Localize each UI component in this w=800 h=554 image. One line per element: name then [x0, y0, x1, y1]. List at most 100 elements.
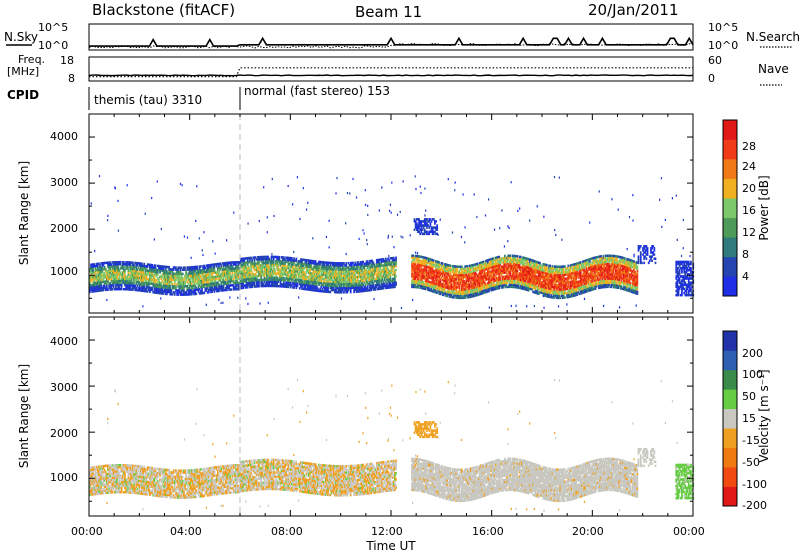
power-cell	[490, 289, 493, 292]
power-cell	[197, 273, 200, 277]
power-cell	[544, 271, 547, 275]
power-cell	[390, 265, 393, 268]
power-cell	[350, 265, 353, 269]
power-cell	[346, 278, 349, 282]
power-cell	[206, 268, 209, 271]
power-cell	[484, 264, 487, 267]
power-cell	[92, 283, 95, 287]
power-cell	[214, 263, 217, 266]
power-cell	[126, 283, 129, 287]
power-cell	[473, 271, 476, 275]
power-cell	[341, 264, 344, 267]
power-cell	[551, 277, 554, 280]
power-cell	[210, 263, 212, 267]
power-cell	[253, 277, 256, 280]
power-cell	[470, 272, 472, 276]
power-cell	[442, 277, 445, 280]
power-cell	[304, 279, 307, 283]
power-cell	[236, 281, 238, 285]
power-cell	[309, 282, 311, 285]
power-cell	[438, 277, 441, 281]
power-cell	[524, 288, 527, 291]
power-cell	[203, 285, 206, 288]
power-cell	[333, 272, 336, 275]
power-cell	[429, 262, 431, 265]
power-cell	[365, 272, 368, 276]
power-cell	[307, 275, 310, 279]
power-cell	[497, 255, 499, 259]
power-cell	[224, 274, 227, 277]
power-cell	[421, 282, 424, 286]
power-cell	[434, 278, 437, 282]
power-cell	[548, 272, 550, 276]
power-cell	[152, 284, 155, 288]
power-cell	[155, 268, 158, 272]
power-cell	[391, 277, 394, 281]
power-cell	[414, 277, 417, 280]
power-cell	[295, 263, 298, 267]
power-cell	[193, 267, 195, 271]
power-cell	[139, 262, 142, 265]
power-cell	[389, 286, 392, 289]
power-cell	[331, 284, 334, 288]
power-cell	[227, 271, 229, 275]
power-cell	[254, 268, 257, 272]
power-cell	[417, 269, 420, 273]
power-cell	[249, 256, 251, 260]
power-cell	[364, 274, 367, 278]
power-cell	[297, 278, 300, 282]
power-cell	[237, 285, 240, 289]
power-cell	[321, 261, 324, 264]
power-cell	[482, 281, 485, 284]
power-cell	[141, 274, 143, 278]
power-cell	[141, 272, 143, 276]
power-cell	[280, 276, 283, 280]
power-cell	[190, 284, 193, 288]
power-cell	[552, 269, 555, 272]
power-cell	[113, 261, 116, 264]
power-cell	[387, 278, 389, 281]
power-cell	[245, 277, 248, 281]
power-cell	[304, 273, 307, 276]
power-cell	[434, 286, 437, 290]
power-cell	[175, 285, 177, 288]
power-cell	[445, 279, 447, 283]
power-cell	[315, 283, 318, 286]
power-cell	[502, 256, 505, 260]
power-cell	[541, 268, 544, 272]
power-cell	[162, 265, 165, 268]
power-cell	[423, 285, 426, 288]
power-cell	[253, 285, 256, 288]
power-cell	[262, 257, 265, 261]
power-cell	[187, 291, 190, 294]
power-cell	[171, 282, 174, 286]
power-cell	[201, 277, 203, 280]
power-cell	[149, 280, 151, 283]
power-cell	[147, 284, 150, 287]
power-cell	[187, 276, 190, 280]
power-cell	[246, 273, 249, 277]
power-cell	[432, 265, 435, 268]
power-cell	[281, 256, 284, 259]
power-cell	[230, 275, 233, 279]
power-cell	[113, 279, 116, 283]
power-cell	[309, 263, 311, 267]
power-cell	[182, 293, 185, 296]
power-cell	[277, 257, 280, 261]
power-cell	[318, 289, 320, 293]
power-cell	[343, 262, 345, 265]
power-cell	[356, 279, 359, 283]
power-cell	[187, 266, 190, 269]
power-cell	[154, 280, 157, 284]
power-cell	[413, 269, 416, 272]
power-cell	[501, 267, 504, 270]
power-cell	[362, 266, 365, 270]
power-cell	[415, 279, 418, 283]
power-cell	[211, 286, 214, 289]
power-cell	[283, 272, 285, 276]
power-cell	[423, 266, 426, 270]
power-cell	[474, 273, 477, 277]
power-cell	[119, 263, 122, 266]
power-cell	[509, 285, 512, 289]
power-cell	[457, 292, 460, 295]
